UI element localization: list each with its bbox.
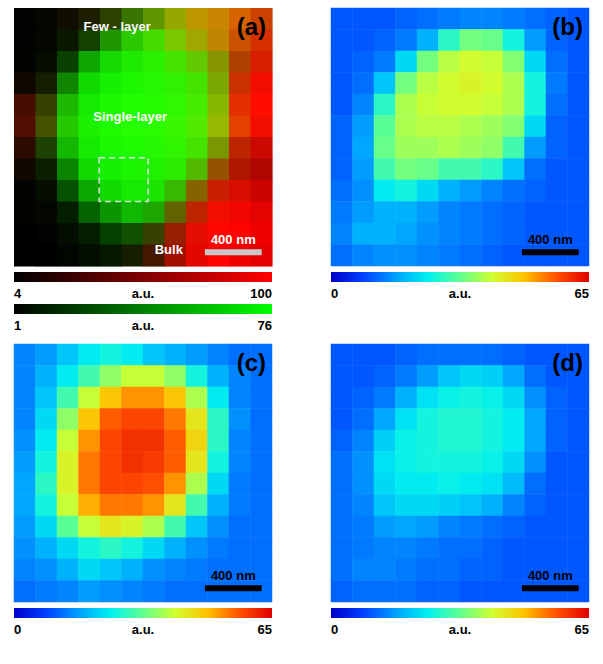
svg-text:(b): (b) — [552, 13, 583, 40]
svg-text:0: 0 — [331, 622, 338, 637]
svg-text:65: 65 — [575, 622, 589, 637]
svg-text:(a): (a) — [237, 13, 266, 40]
svg-text:65: 65 — [575, 286, 589, 301]
svg-text:a.u.: a.u. — [132, 622, 154, 637]
svg-text:a.u.: a.u. — [132, 318, 154, 333]
svg-text:a.u.: a.u. — [132, 286, 154, 301]
svg-text:65: 65 — [258, 622, 272, 637]
svg-text:a.u.: a.u. — [449, 286, 471, 301]
svg-text:1: 1 — [14, 318, 21, 333]
svg-text:4: 4 — [14, 286, 22, 301]
svg-text:100: 100 — [250, 286, 272, 301]
svg-text:Single-layer: Single-layer — [93, 109, 167, 124]
svg-text:Bulk: Bulk — [155, 242, 184, 257]
svg-text:400 nm: 400 nm — [528, 232, 573, 247]
svg-text:0: 0 — [331, 286, 338, 301]
svg-text:400 nm: 400 nm — [211, 568, 256, 583]
svg-text:400 nm: 400 nm — [528, 568, 573, 583]
svg-text:400 nm: 400 nm — [211, 232, 256, 247]
svg-text:Few - layer: Few - layer — [84, 19, 151, 34]
svg-text:76: 76 — [258, 318, 272, 333]
svg-text:(c): (c) — [237, 349, 266, 376]
svg-text:0: 0 — [14, 622, 21, 637]
svg-text:(d): (d) — [552, 349, 583, 376]
svg-text:a.u.: a.u. — [449, 622, 471, 637]
